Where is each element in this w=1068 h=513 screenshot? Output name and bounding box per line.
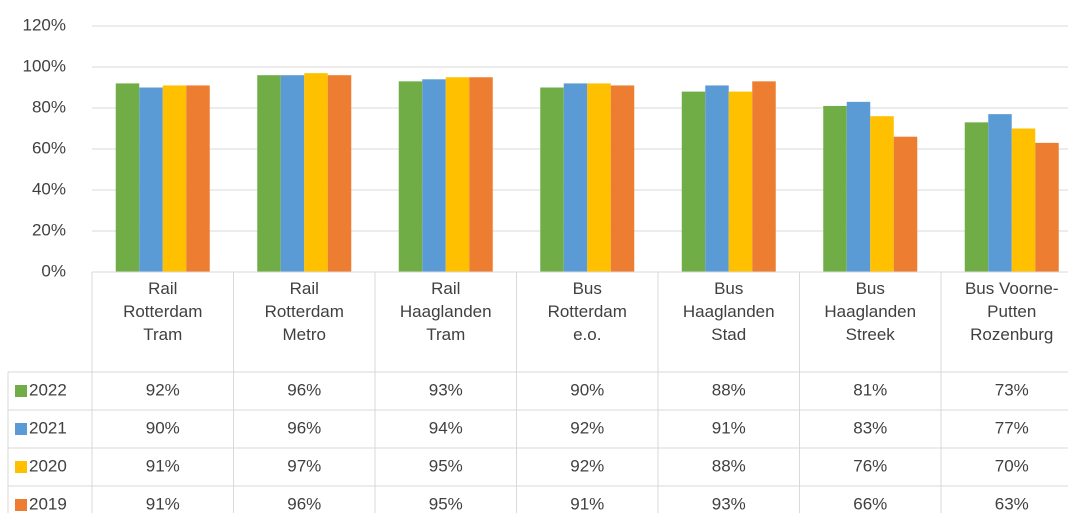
table-value: 91% [712, 418, 746, 437]
bar [846, 101, 871, 272]
legend-swatch [15, 385, 27, 397]
bar [445, 77, 470, 272]
bar [964, 122, 989, 272]
table-value: 83% [853, 418, 887, 437]
bar [587, 83, 611, 273]
table-value: 94% [429, 418, 463, 437]
y-tick-label: 20% [32, 220, 66, 239]
bar [1011, 128, 1036, 272]
category-cell: Rail Rotterdam Metro [264, 279, 344, 344]
y-tick-label: 80% [32, 97, 66, 116]
table-value: 70% [995, 456, 1029, 475]
table-value: 66% [853, 494, 887, 513]
legend-label: 2022 [29, 380, 67, 399]
bar [280, 75, 305, 272]
table-value: 90% [146, 418, 180, 437]
category-cell: Bus Haaglanden Stad [682, 279, 775, 344]
bar [823, 105, 847, 272]
category-cell: Bus Rotterdam e.o. [547, 279, 627, 344]
table-value: 93% [712, 494, 746, 513]
bar [422, 79, 446, 272]
table-value: 92% [570, 456, 604, 475]
legend-swatch [15, 423, 27, 435]
table-value: 95% [429, 456, 463, 475]
x-tick-label: Bus Haaglanden Streek [824, 279, 917, 344]
bar [139, 87, 163, 272]
bar [563, 83, 588, 273]
bar [988, 114, 1012, 273]
table-value: 81% [853, 380, 887, 399]
table-value: 88% [712, 380, 746, 399]
table-value: 96% [287, 418, 321, 437]
table-value: 91% [570, 494, 604, 513]
table-value: 92% [146, 380, 180, 399]
bar [162, 85, 187, 272]
category-cell: Rail Rotterdam Tram [123, 279, 203, 344]
bar [752, 81, 776, 272]
table-value: 77% [995, 418, 1029, 437]
table-value: 97% [287, 456, 321, 475]
bar [115, 83, 140, 273]
bar [870, 116, 894, 272]
bar [610, 85, 635, 272]
table-value: 93% [429, 380, 463, 399]
y-tick-label: 120% [23, 15, 66, 34]
legend-label: 2020 [29, 456, 67, 475]
y-tick-label: 0% [41, 261, 66, 280]
y-tick-label: 60% [32, 138, 66, 157]
x-tick-label: Bus Voorne-Putten Rozenburg [964, 279, 1059, 344]
table-value: 95% [429, 494, 463, 513]
legend-swatch [15, 461, 27, 473]
legend-swatch [15, 499, 27, 511]
bar [681, 91, 706, 272]
bar [728, 91, 753, 272]
table-value: 91% [146, 456, 180, 475]
x-tick-label: Rail Rotterdam Metro [264, 279, 344, 344]
bar [705, 85, 729, 272]
table-value: 90% [570, 380, 604, 399]
legend-label: 2019 [29, 494, 67, 513]
category-cell: Rail Haaglanden Tram [399, 279, 492, 344]
bar [327, 75, 352, 272]
bar [540, 87, 564, 272]
bar [469, 77, 493, 272]
legend-label: 2021 [29, 418, 67, 437]
y-tick-label: 40% [32, 179, 66, 198]
category-cell: Bus Haaglanden Streek [824, 279, 917, 344]
bar [398, 81, 423, 272]
table-value: 76% [853, 456, 887, 475]
category-cell: Bus Voorne-Putten Rozenburg [964, 279, 1059, 344]
bar [1035, 142, 1059, 272]
table-value: 96% [287, 494, 321, 513]
table-value: 92% [570, 418, 604, 437]
bar [186, 85, 210, 272]
x-tick-label: Rail Haaglanden Tram [399, 279, 492, 344]
y-tick-label: 100% [23, 56, 66, 75]
x-tick-label: Bus Haaglanden Stad [682, 279, 775, 344]
table-value: 88% [712, 456, 746, 475]
table-value: 63% [995, 494, 1029, 513]
table-value: 96% [287, 380, 321, 399]
table-value: 91% [146, 494, 180, 513]
bar [893, 136, 918, 272]
bar [257, 75, 281, 272]
x-tick-label: Bus Rotterdam e.o. [547, 279, 627, 344]
bar [304, 73, 328, 273]
table-value: 73% [995, 380, 1029, 399]
x-tick-label: Rail Rotterdam Tram [123, 279, 203, 344]
